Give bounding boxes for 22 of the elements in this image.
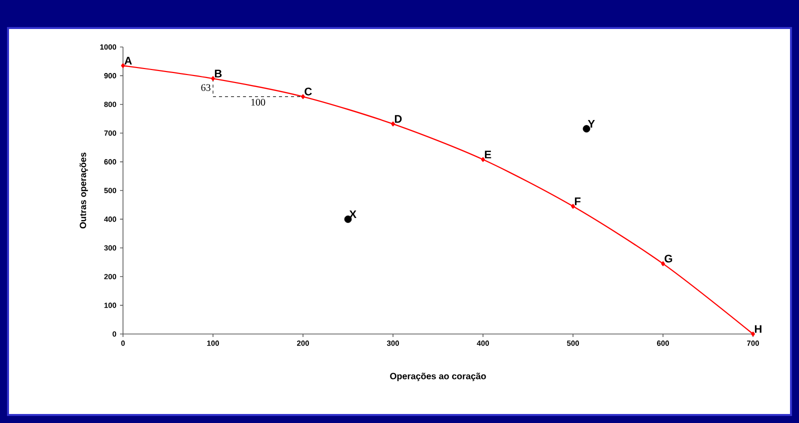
annotation: 63 xyxy=(201,84,210,91)
annotation: E xyxy=(484,150,492,158)
annotation: G xyxy=(664,254,672,262)
annotation: D xyxy=(394,115,402,123)
point xyxy=(571,204,575,209)
annotation: F xyxy=(574,198,581,206)
point xyxy=(121,63,125,68)
annotation: X xyxy=(349,210,356,218)
point xyxy=(481,157,485,162)
point xyxy=(391,122,395,126)
annotation: B xyxy=(214,70,222,78)
annotation: A xyxy=(124,56,132,64)
point xyxy=(301,94,305,100)
point xyxy=(751,332,755,336)
y-axis-title: Outras operações xyxy=(80,152,88,228)
annotation: H xyxy=(754,325,762,333)
annotation: 100 xyxy=(251,98,266,106)
annotation: C xyxy=(304,88,312,96)
annotation: Y xyxy=(588,120,595,128)
point xyxy=(661,261,665,266)
point xyxy=(211,76,215,81)
x-axis-title: Operações ao coração xyxy=(390,372,486,382)
